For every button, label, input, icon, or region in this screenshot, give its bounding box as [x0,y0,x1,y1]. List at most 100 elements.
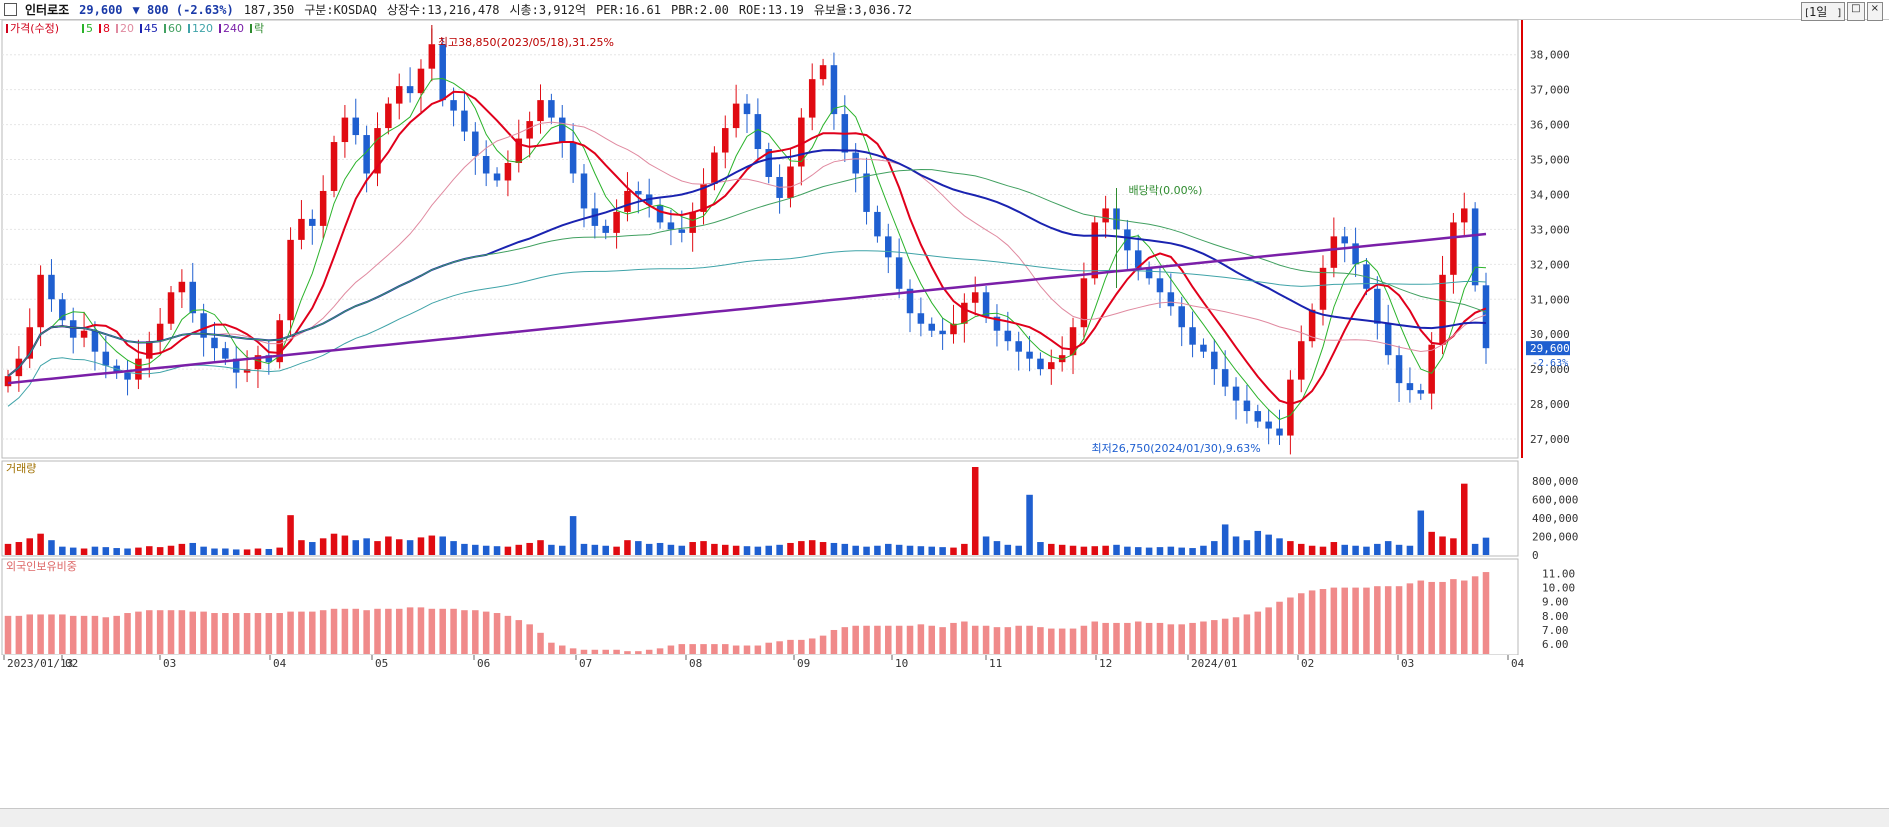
volume-bar [59,546,66,555]
foreign-bar [1450,579,1457,654]
candle-body [232,358,240,373]
volume-bar [1124,546,1131,555]
volume-bar [1276,538,1283,555]
volume-bar [146,546,153,555]
maximize-button[interactable]: □ [1847,2,1865,21]
foreign-bar [1069,628,1077,654]
volume-bar [178,543,186,555]
candle-body [1200,344,1207,352]
candle-body [417,68,425,94]
x-axis-band [0,655,1889,669]
volume-bar [428,535,436,555]
volume-bar [189,542,197,555]
foreign-bar [232,613,240,654]
select-checkbox[interactable] [4,3,17,16]
foreign-bar [363,610,370,654]
volume-bar [1384,541,1392,555]
candle-body [1308,309,1316,342]
foreign-bar [276,613,283,654]
foreign-bar [4,615,12,654]
foreign-bar [69,615,77,654]
foreign-bar [309,611,316,654]
volume-bar [613,546,620,555]
foreign-bar [135,611,142,654]
volume-bar [722,544,729,555]
foreign-bar [1297,593,1305,654]
volume-bar [504,546,512,555]
foreign-bar [493,613,501,654]
candle-body [341,117,349,143]
candle-body [1297,341,1305,380]
candle-body [624,190,631,212]
candle-body [526,121,533,139]
foreign-bar [1341,587,1348,654]
foreign-bar [1482,572,1490,654]
x-tick-label: 06 [477,657,490,670]
foreign-bar [1308,590,1316,654]
reserve-ratio: 유보율:3,036.72 [813,3,912,17]
candle-body [1134,250,1142,268]
foreign-bar [939,627,946,654]
candle-body [102,351,110,366]
x-tick-label: 03 [163,657,176,670]
candle-body [1265,421,1272,429]
volume-bar [1482,537,1490,555]
candle-body [211,337,218,349]
volume-tick-label: 0 [1532,549,1539,562]
volume-bar [1352,545,1359,555]
close-button[interactable]: × [1866,2,1883,21]
volume-bar [1363,546,1370,555]
volume-bar [1145,547,1153,555]
candle-body [798,117,805,167]
volume-bar [526,542,533,555]
candle-body [613,211,620,233]
candle-body [178,281,186,293]
volume-bar [439,536,446,555]
candle-body [1069,327,1077,356]
volume-bar [1319,546,1327,555]
foreign-bar [1461,580,1468,654]
volume-bar [711,543,718,555]
foreign-bar [569,648,577,654]
candle-body [667,222,675,230]
price-tick-label: 34,000 [1530,188,1570,201]
foreign-bar [395,608,403,654]
candle-body [993,316,1001,331]
foreign-bar [656,648,664,654]
legend-label-3: 20 [120,22,134,35]
legend-label-4: 45 [144,22,158,35]
candle-body [1145,267,1153,279]
volume-bar [91,546,99,555]
legend-swatch [6,24,8,33]
legend-label-2: 8 [103,22,110,35]
foreign-bar [1015,625,1022,654]
price-tick-label: 36,000 [1530,119,1570,132]
volume-bar [798,541,805,555]
volume-bar [602,545,609,555]
volume-bar [1167,546,1175,555]
volume-bar [863,546,870,555]
volume-bar [26,538,33,555]
volume-bar [917,546,925,555]
period-button[interactable]: [1일] [1801,2,1846,21]
legend-swatch [164,24,166,33]
volume-bar [558,545,566,555]
volume-bar [124,548,131,555]
volume-bar [678,545,686,555]
volume-bar [895,544,903,555]
candle-body [1211,351,1218,370]
candle-body [200,313,207,338]
price-change: ▼ 800 (-2.63%) [132,2,234,17]
candle-body [765,149,772,177]
horizontal-scrollbar[interactable] [0,808,1889,827]
volume-bar [1395,544,1403,555]
volume-bar [1015,545,1022,555]
legend-label-0: 가격(수정) [10,22,59,35]
candle-body [493,173,501,181]
legend-label-6: 120 [192,22,213,35]
candle-body [1406,383,1414,391]
foreign-bar [711,644,718,654]
volume-bar [48,540,55,555]
foreign-bar [1330,587,1338,654]
